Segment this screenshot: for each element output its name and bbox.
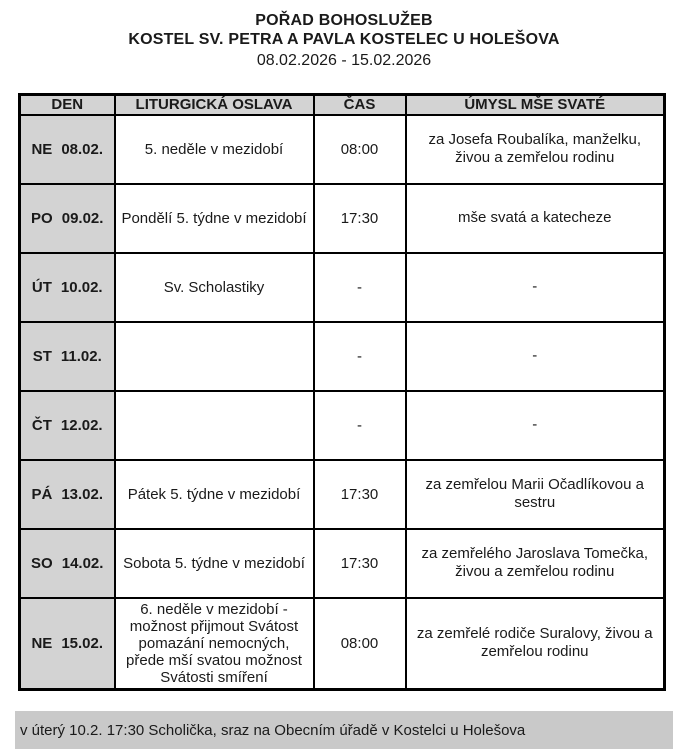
table-row: PO 09.02. Pondělí 5. týdne v mezidobí 17:… <box>18 182 666 254</box>
day-cell: ÚT 10.02. <box>18 251 116 323</box>
day-abbreviation: PO <box>31 209 53 227</box>
schedule-table: DEN LITURGICKÁ OSLAVA ČAS ÚMYSL MŠE SVAT… <box>18 93 666 691</box>
table-header-row: DEN LITURGICKÁ OSLAVA ČAS ÚMYSL MŠE SVAT… <box>18 93 666 116</box>
table-row: ST 11.02. - - <box>18 320 666 392</box>
time-cell: 08:00 <box>312 596 407 690</box>
table-row: ČT 12.02. - - <box>18 389 666 461</box>
day-abbreviation: PÁ <box>31 485 53 503</box>
column-header-day: DEN <box>18 93 116 116</box>
intention-cell: za Josefa Roubalíka, manželku, živou a z… <box>404 113 666 185</box>
intention-cell: mše svatá a katecheze <box>404 182 666 254</box>
day-date: 12.02. <box>60 416 103 434</box>
day-date: 08.02. <box>61 140 104 158</box>
column-header-intention: ÚMYSL MŠE SVATÉ <box>404 93 666 116</box>
intention-cell: za zemřelou Marii Očadlíkovou a sestru <box>404 458 666 530</box>
title-block: POŘAD BOHOSLUŽEB KOSTEL SV. PETRA A PAVL… <box>0 0 688 71</box>
time-cell: 17:30 <box>312 182 407 254</box>
day-date: 10.02. <box>60 278 103 296</box>
celebration-cell: Pátek 5. týdne v mezidobí <box>113 458 315 530</box>
day-cell: NE 08.02. <box>18 113 116 185</box>
celebration-cell: Sobota 5. týdne v mezidobí <box>113 527 315 599</box>
day-cell: NE 15.02. <box>18 596 116 690</box>
time-cell: 17:30 <box>312 527 407 599</box>
day-abbreviation: NE <box>31 140 53 158</box>
day-abbreviation: SO <box>31 554 53 572</box>
day-date: 15.02. <box>61 634 104 652</box>
day-date: 09.02. <box>61 209 104 227</box>
day-date: 14.02. <box>61 554 104 572</box>
time-cell: 08:00 <box>312 113 407 185</box>
column-header-time: ČAS <box>312 93 407 116</box>
table-row: NE 08.02. 5. neděle v mezidobí 08:00 za J… <box>18 113 666 185</box>
day-abbreviation: ST <box>32 347 52 365</box>
day-abbreviation: NE <box>31 634 53 652</box>
day-cell: SO 14.02. <box>18 527 116 599</box>
celebration-cell: Sv. Scholastiky <box>113 251 315 323</box>
day-abbreviation: ÚT <box>31 278 52 296</box>
day-cell: PÁ 13.02. <box>18 458 116 530</box>
intention-cell: - <box>404 389 666 461</box>
page-title: POŘAD BOHOSLUŽEB <box>255 12 433 29</box>
day-abbreviation: ČT <box>31 416 52 434</box>
table-row: PÁ 13.02. Pátek 5. týdne v mezidobí 17:30… <box>18 458 666 530</box>
time-cell: - <box>312 320 407 392</box>
intention-cell: za zemřelé rodiče Suralovy, živou a zemř… <box>404 596 666 690</box>
footer-note: v úterý 10.2. 17:30 Scholička, sraz na O… <box>20 722 526 739</box>
intention-cell: - <box>404 251 666 323</box>
date-range: 08.02.2026 - 15.02.2026 <box>256 52 432 69</box>
time-cell: - <box>312 251 407 323</box>
page-subtitle: KOSTEL SV. PETRA A PAVLA KOSTELEC U HOLE… <box>128 31 560 48</box>
day-cell: ČT 12.02. <box>18 389 116 461</box>
footer-note-bar: v úterý 10.2. 17:30 Scholička, sraz na O… <box>15 710 673 749</box>
celebration-cell: 6. neděle v mezidobí - možnost přijmout … <box>113 596 315 690</box>
intention-cell: - <box>404 320 666 392</box>
day-cell: PO 09.02. <box>18 182 116 254</box>
day-date: 11.02. <box>60 347 102 365</box>
day-date: 13.02. <box>61 485 104 503</box>
intention-cell: za zemřelého Jaroslava Tomečka, živou a … <box>404 527 666 599</box>
celebration-cell <box>113 389 315 461</box>
celebration-cell: Pondělí 5. týdne v mezidobí <box>113 182 315 254</box>
table-row: NE 15.02. 6. neděle v mezidobí - možnost … <box>18 596 666 690</box>
time-cell: - <box>312 389 407 461</box>
table-row: ÚT 10.02. Sv. Scholastiky - - <box>18 251 666 323</box>
day-cell: ST 11.02. <box>18 320 116 392</box>
celebration-cell: 5. neděle v mezidobí <box>113 113 315 185</box>
column-header-celebration: LITURGICKÁ OSLAVA <box>113 93 315 116</box>
table-row: SO 14.02. Sobota 5. týdne v mezidobí 17:3… <box>18 527 666 599</box>
celebration-cell <box>113 320 315 392</box>
time-cell: 17:30 <box>312 458 407 530</box>
